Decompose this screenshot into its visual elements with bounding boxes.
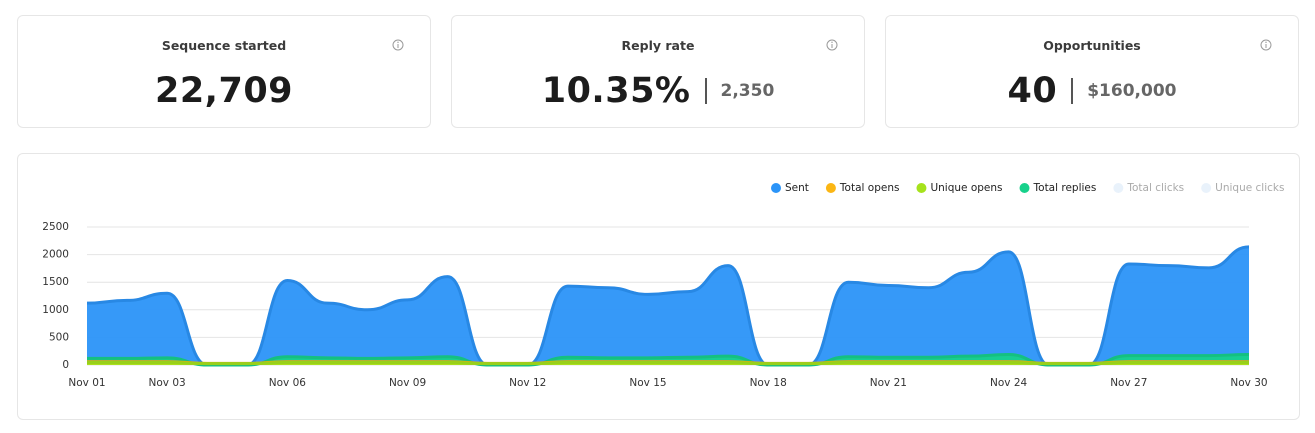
x-tick-label: Nov 12 xyxy=(509,377,546,389)
legend-swatch xyxy=(825,183,836,193)
legend-label: Sent xyxy=(785,182,809,194)
card-value: 22,709 xyxy=(154,71,294,111)
y-tick-label: 2500 xyxy=(42,221,69,233)
legend-swatch xyxy=(1113,183,1124,193)
info-icon[interactable] xyxy=(826,39,838,51)
x-tick-label: Nov 21 xyxy=(870,377,907,389)
card-row: 10.35% 2,350 xyxy=(452,71,864,111)
stat-card: Reply rate 10.35% 2,350 xyxy=(451,15,865,128)
card-title: Opportunities xyxy=(1043,38,1141,53)
x-tick-label: Nov 03 xyxy=(149,377,186,389)
y-tick-label: 0 xyxy=(62,359,69,371)
x-tick-label: Nov 09 xyxy=(389,377,426,389)
x-tick-label: Nov 18 xyxy=(750,377,787,389)
chart-card xyxy=(17,153,1300,420)
card-row: 22,709 xyxy=(18,71,430,111)
info-icon[interactable] xyxy=(1260,39,1272,51)
x-tick-label: Nov 15 xyxy=(629,377,666,389)
x-tick-label: Nov 30 xyxy=(1230,377,1267,389)
legend-label: Total clicks xyxy=(1126,182,1184,194)
area-line xyxy=(87,361,1249,366)
card-value: 40 xyxy=(1007,71,1058,111)
stat-card: Opportunities 40 $160,000 xyxy=(885,15,1299,128)
legend-label: Total replies xyxy=(1033,182,1097,194)
legend-swatch xyxy=(771,183,781,193)
legend-swatch xyxy=(1201,183,1212,193)
card-row: 40 $160,000 xyxy=(886,71,1298,111)
card-secondary: $160,000 xyxy=(1087,81,1177,101)
x-tick-label: Nov 01 xyxy=(68,377,105,389)
y-tick-label: 500 xyxy=(49,331,69,343)
legend-label: Total opens xyxy=(839,182,900,194)
x-tick-label: Nov 06 xyxy=(269,377,307,389)
card-value: 10.35% xyxy=(541,71,691,111)
card-secondary: 2,350 xyxy=(720,81,775,101)
y-tick-label: 1000 xyxy=(42,304,69,316)
legend-label: Unique opens xyxy=(930,182,1002,194)
separator xyxy=(1071,78,1074,104)
info-icon[interactable] xyxy=(392,39,404,51)
separator xyxy=(704,78,707,104)
area xyxy=(87,246,1249,365)
card-title: Reply rate xyxy=(621,38,695,53)
y-tick-label: 1500 xyxy=(42,276,69,288)
x-tick-label: Nov 24 xyxy=(990,377,1028,389)
card-title: Sequence started xyxy=(161,38,287,53)
stat-card: Sequence started 22,709 xyxy=(17,15,431,128)
y-tick-label: 2000 xyxy=(42,249,69,261)
legend-swatch xyxy=(916,183,927,193)
legend-swatch xyxy=(1019,183,1030,193)
legend-label: Unique clicks xyxy=(1215,182,1284,194)
x-tick-label: Nov 27 xyxy=(1110,377,1147,389)
